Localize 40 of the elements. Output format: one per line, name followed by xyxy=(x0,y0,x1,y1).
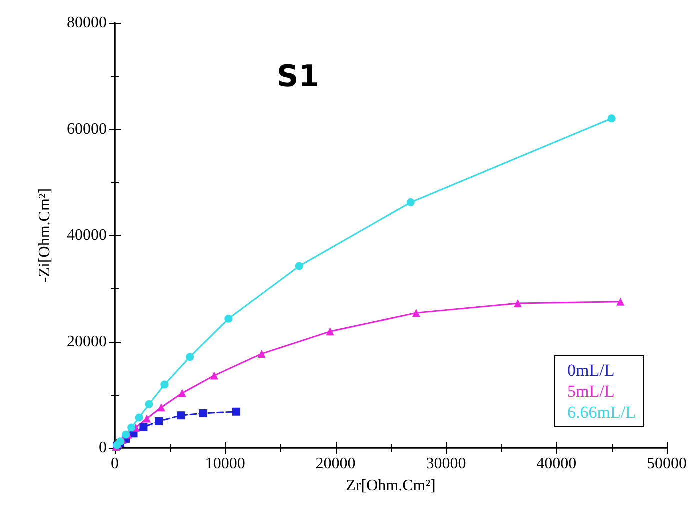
x-tick-label: 40000 xyxy=(536,456,577,472)
x-tick-label: 20000 xyxy=(316,456,356,472)
point xyxy=(199,409,208,418)
point xyxy=(258,350,266,358)
point xyxy=(145,400,154,408)
point xyxy=(140,423,148,432)
point xyxy=(326,328,334,336)
point xyxy=(406,198,415,207)
point xyxy=(224,314,233,323)
point xyxy=(608,114,616,123)
point xyxy=(178,389,186,398)
point xyxy=(616,298,625,306)
annotation: S1 xyxy=(277,60,320,94)
x-tick-label: 50000 xyxy=(647,456,687,472)
point xyxy=(160,380,169,389)
y-tick-label: 80000 xyxy=(67,14,107,32)
point xyxy=(186,353,194,362)
x-tick-label: 10000 xyxy=(205,456,246,472)
point xyxy=(210,372,218,380)
y-tick-label: 60000 xyxy=(67,120,107,138)
text: 0mL/L xyxy=(568,361,615,380)
point xyxy=(177,412,186,420)
y-tick-label: 40000 xyxy=(67,227,107,244)
text: 6.66mL/L xyxy=(568,403,636,422)
point xyxy=(128,424,136,432)
point xyxy=(143,414,152,423)
x-tick-label: 30000 xyxy=(426,456,466,472)
point xyxy=(295,262,304,270)
point xyxy=(155,417,164,426)
point xyxy=(232,408,240,416)
x-tick-label: 0 xyxy=(111,456,119,472)
point xyxy=(157,404,166,412)
y-tick-label: 20000 xyxy=(67,333,107,350)
point xyxy=(412,309,420,318)
x-axis-title: Zr[Ohm.Cm²] xyxy=(346,478,436,494)
point xyxy=(135,414,144,422)
point xyxy=(514,300,522,308)
y-tick-label: 0 xyxy=(99,440,107,456)
text: 5mL/L xyxy=(568,382,615,401)
y-axis-title: -Zi[Ohm.Cm²] xyxy=(36,188,54,283)
